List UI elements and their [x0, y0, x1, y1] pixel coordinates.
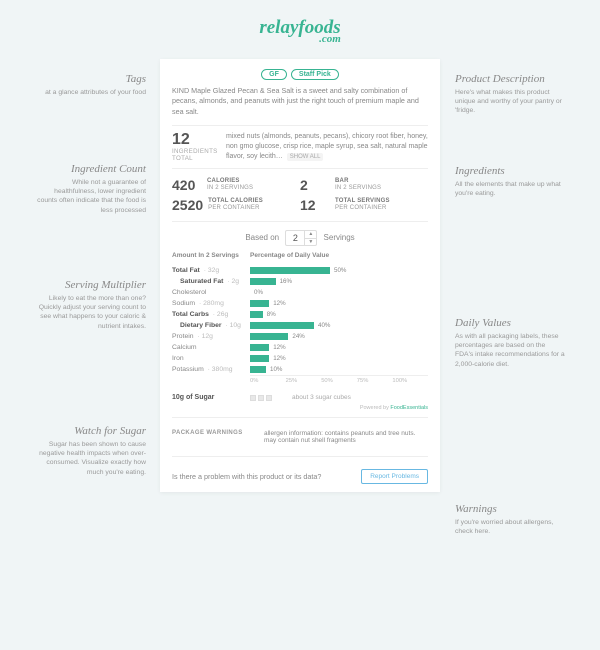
- stat-item: 2520TOTAL CALORIESPER CONTAINER: [172, 197, 300, 213]
- tag-badge: Staff Pick: [291, 69, 339, 80]
- chart-row: Potassium · 380mg10%: [172, 364, 428, 374]
- chart-row: Total Fat · 32g50%: [172, 265, 428, 275]
- package-warnings: PACKAGE WARNINGS allergen information: c…: [172, 424, 428, 450]
- chart-row: Sodium · 280mg12%: [172, 298, 428, 308]
- product-card: GF Staff Pick KIND Maple Glazed Pecan & S…: [160, 59, 440, 492]
- stats-grid: 420CALORIESIN 2 SERVINGS2BARIN 2 SERVING…: [172, 175, 428, 215]
- ingredient-list: mixed nuts (almonds, peanuts, pecans), c…: [226, 132, 428, 162]
- chart-header: Amount In 2 Servings Percentage of Daily…: [172, 252, 428, 259]
- stage: Tagsat a glance attributes of your food I…: [0, 55, 600, 635]
- powered-by: Powered by FoodEssentials: [172, 405, 428, 411]
- nutrition-chart: Total Fat · 32g50%Saturated Fat · 2g16%C…: [172, 265, 428, 374]
- foodessentials-link[interactable]: FoodEssentials: [390, 405, 428, 411]
- show-all-button[interactable]: SHOW ALL: [287, 153, 324, 161]
- ingredient-count: 12 INGREDIENTSTOTAL: [172, 132, 226, 162]
- annotation: Ingredient CountWhile not a guarantee of…: [36, 163, 146, 215]
- annotation: Product DescriptionHere's what makes thi…: [455, 73, 565, 116]
- chart-row: Protein · 12g24%: [172, 331, 428, 341]
- chart-row: Cholesterol0%: [172, 287, 428, 297]
- chart-row: Total Carbs · 26g8%: [172, 309, 428, 319]
- report-row: Is there a problem with this product or …: [172, 463, 428, 484]
- annotation: Watch for SugarSugar has been shown to c…: [36, 425, 146, 477]
- product-description: KIND Maple Glazed Pecan & Sea Salt is a …: [172, 86, 428, 117]
- chart-axis: 0%25%50%75%100%: [250, 375, 428, 384]
- annotation: Tagsat a glance attributes of your food: [36, 73, 146, 97]
- chart-row: Saturated Fat · 2g16%: [172, 276, 428, 286]
- chart-row: Calcium12%: [172, 342, 428, 352]
- annotation: IngredientsAll the elements that make up…: [455, 165, 565, 198]
- serving-multiplier: Based on 2 ▲ ▼ Servings: [172, 230, 428, 246]
- serving-up-icon[interactable]: ▲: [305, 231, 316, 239]
- report-problems-button[interactable]: Report Problems: [361, 469, 428, 484]
- serving-stepper[interactable]: 2 ▲ ▼: [285, 230, 317, 246]
- tag-badge: GF: [261, 69, 287, 80]
- annotation: Daily ValuesAs with all packaging labels…: [455, 317, 565, 369]
- brand-logo: relayfoods.com: [0, 0, 600, 55]
- stat-item: 12TOTAL SERVINGSPER CONTAINER: [300, 197, 428, 213]
- annotation: WarningsIf you're worried about allergen…: [455, 503, 565, 536]
- tag-row: GF Staff Pick: [172, 69, 428, 80]
- sugar-row: 10g of Sugar about 3 sugar cubes: [172, 394, 428, 401]
- ingredients-section: 12 INGREDIENTSTOTAL mixed nuts (almonds,…: [172, 132, 428, 162]
- chart-row: Dietary Fiber · 10g40%: [172, 320, 428, 330]
- stat-item: 420CALORIESIN 2 SERVINGS: [172, 177, 300, 193]
- stat-item: 2BARIN 2 SERVINGS: [300, 177, 428, 193]
- serving-down-icon[interactable]: ▼: [305, 239, 316, 246]
- chart-row: Iron12%: [172, 353, 428, 363]
- annotation: Serving MultiplierLikely to eat the more…: [36, 279, 146, 331]
